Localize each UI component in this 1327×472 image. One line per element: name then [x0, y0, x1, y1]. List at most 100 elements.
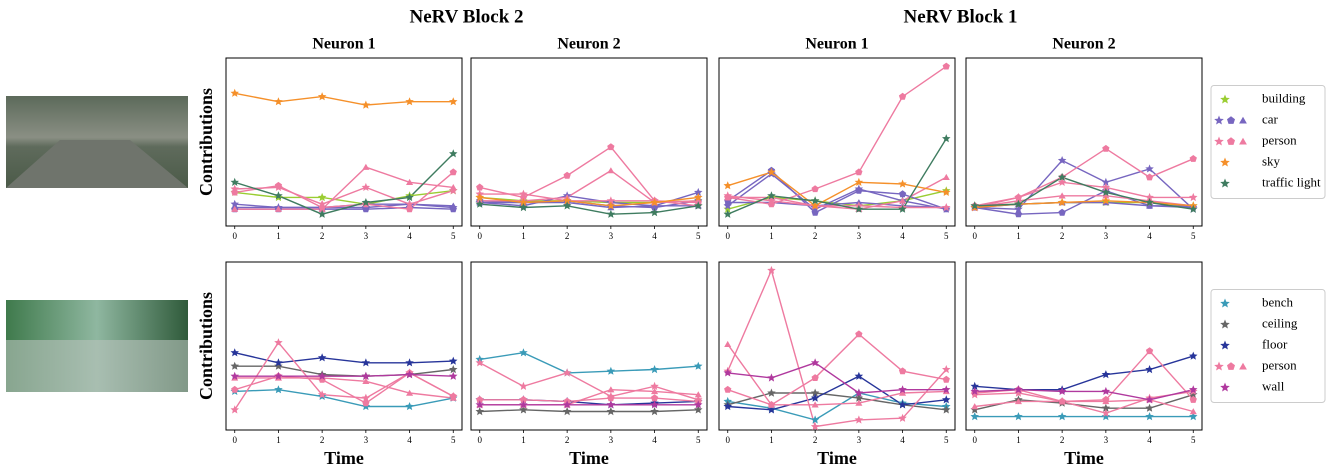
legend-label: person: [1262, 132, 1297, 147]
data-point: [230, 371, 239, 380]
x-tick-label: 5: [944, 435, 949, 445]
data-point: [855, 186, 863, 194]
data-point: [606, 407, 616, 416]
data-point: [405, 199, 414, 208]
data-point: [767, 405, 776, 414]
x-tick-label: 2: [813, 435, 818, 445]
plot-frame: [965, 57, 1203, 227]
data-point: [1189, 192, 1198, 202]
x-tick-label: 3: [1104, 435, 1109, 445]
data-point: [274, 338, 283, 347]
data-point: [449, 371, 458, 380]
x-tick-label: 2: [1060, 435, 1065, 445]
panel-title: Neuron 1: [312, 36, 375, 53]
data-point: [1189, 204, 1198, 213]
data-point: [694, 197, 702, 204]
data-point: [1146, 202, 1154, 209]
x-tick-label: 1: [1016, 435, 1021, 445]
data-point: [898, 190, 907, 198]
data-point: [519, 381, 528, 390]
x-tick-label: 2: [565, 435, 570, 445]
data-point: [650, 365, 659, 374]
data-point: [942, 173, 950, 180]
data-point: [1014, 385, 1023, 394]
legend-label: person: [1262, 357, 1297, 372]
data-point: [274, 205, 282, 212]
data-point: [1057, 412, 1067, 421]
series-line: [974, 195, 1194, 209]
data-point: [449, 184, 457, 191]
data-point: [562, 400, 572, 409]
data-point: [1014, 412, 1023, 421]
data-point: [767, 265, 776, 274]
data-point: [810, 393, 820, 402]
data-point: [519, 395, 528, 403]
legend-label: car: [1262, 111, 1279, 126]
series-line: [234, 186, 454, 205]
data-point: [855, 399, 863, 406]
x-tick-label: 5: [1191, 435, 1196, 445]
legend-marker: [1220, 319, 1230, 329]
data-point: [724, 340, 732, 347]
data-point: [606, 209, 616, 218]
series-line: [479, 351, 699, 374]
data-point: [362, 377, 370, 384]
legend-label: floor: [1262, 336, 1288, 351]
legend-marker: [1220, 178, 1230, 188]
data-point: [362, 163, 370, 170]
x-tick-label: 0: [477, 231, 482, 241]
series-line: [727, 343, 947, 406]
plot-frame: [470, 57, 708, 227]
data-point: [899, 197, 907, 204]
series-line: [234, 388, 454, 408]
data-point: [230, 361, 239, 370]
data-point: [1014, 193, 1023, 201]
data-point: [854, 388, 864, 397]
data-point: [942, 134, 951, 143]
data-point: [317, 92, 327, 101]
data-point: [1102, 192, 1110, 199]
data-point: [1014, 199, 1023, 208]
series-line: [974, 394, 1194, 411]
data-point: [694, 201, 703, 210]
legend-marker: [1227, 116, 1235, 124]
data-point: [942, 395, 951, 404]
legend-label: wall: [1262, 378, 1285, 393]
data-point: [405, 370, 414, 379]
data-point: [449, 168, 457, 176]
x-tick-label: 3: [364, 231, 369, 241]
data-point: [274, 181, 283, 189]
data-point: [405, 192, 414, 202]
x-tick-label: 3: [364, 435, 369, 445]
series-line: [727, 195, 947, 209]
data-point: [970, 405, 979, 414]
data-point: [723, 368, 732, 377]
legend-marker: [1214, 136, 1224, 146]
data-point: [317, 192, 327, 202]
series-line: [974, 388, 1194, 401]
data-point: [317, 371, 327, 380]
data-point: [606, 196, 616, 205]
data-point: [855, 330, 863, 338]
data-point: [694, 400, 703, 409]
data-point: [475, 400, 484, 409]
data-point: [449, 186, 458, 195]
series-line: [234, 153, 454, 215]
data-point: [607, 167, 615, 174]
legend-box: [1210, 85, 1326, 199]
legend-marker: [1239, 362, 1247, 370]
x-tick-label: 4: [900, 435, 905, 445]
data-point: [811, 401, 819, 408]
series-line: [974, 147, 1194, 207]
panel-title: Neuron 2: [1052, 36, 1115, 53]
data-point: [449, 202, 457, 209]
series-line: [234, 190, 454, 205]
data-point: [476, 183, 484, 191]
data-point: [1101, 370, 1111, 379]
data-point: [724, 199, 732, 206]
data-point: [854, 204, 864, 213]
series-line: [727, 138, 947, 215]
x-tick-label: 5: [696, 435, 701, 445]
data-point: [274, 385, 283, 394]
